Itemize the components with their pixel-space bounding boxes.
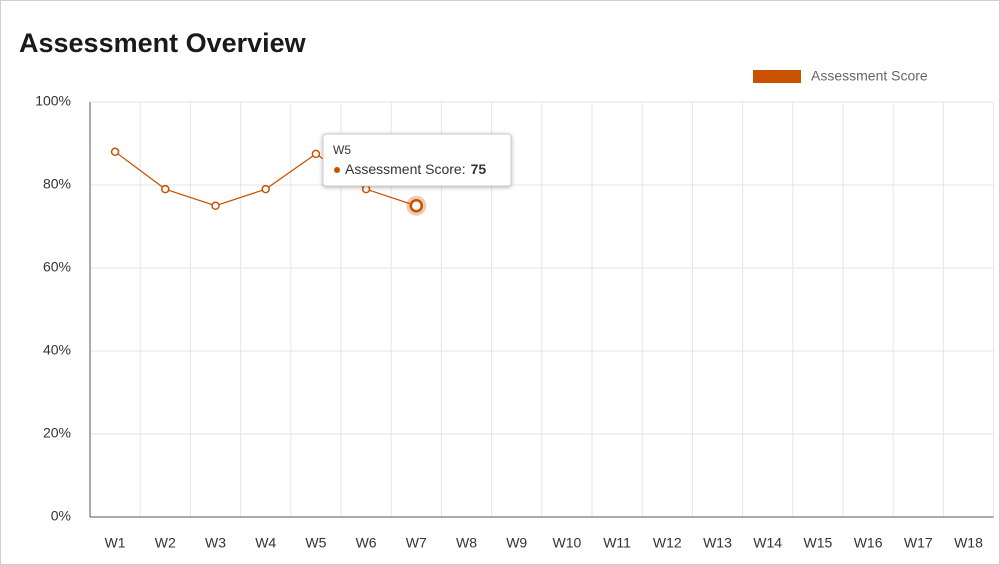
y-tick-label: 80% — [43, 176, 71, 192]
x-tick-label: W1 — [105, 535, 126, 551]
chart-title: Assessment Overview — [19, 28, 307, 58]
tooltip: W5 Assessment Score: 75 — [322, 133, 512, 187]
x-tick-label: W11 — [603, 535, 631, 551]
x-tick-label: W16 — [854, 535, 883, 551]
y-tick-label: 0% — [51, 508, 71, 524]
x-tick-label: W17 — [904, 535, 933, 551]
point — [211, 201, 220, 210]
y-tick-label: 60% — [43, 259, 71, 275]
tooltip-label: Assessment Score: — [345, 161, 466, 177]
point — [261, 184, 270, 194]
point — [311, 149, 321, 159]
tooltip-title: W5 — [333, 143, 351, 157]
y-tick-label: 40% — [43, 342, 71, 358]
point — [409, 199, 424, 213]
x-tick-label: W18 — [954, 535, 983, 551]
tooltip-box — [322, 133, 512, 187]
x-tick-label: W9 — [506, 535, 527, 551]
x-tick-label: W5 — [305, 535, 326, 551]
x-tick-label: W4 — [255, 535, 276, 551]
point — [110, 147, 120, 157]
x-tick-label: W6 — [356, 535, 377, 551]
x-tick-label: W2 — [155, 535, 176, 551]
y-tick-label: 20% — [43, 425, 71, 441]
point — [361, 184, 371, 194]
legend-label: Assessment Score — [811, 68, 928, 84]
x-tick-label: W14 — [753, 535, 782, 551]
x-tick-label: W15 — [804, 535, 833, 551]
tooltip-value: 75 — [471, 161, 487, 177]
y-tick-label: 100% — [35, 93, 71, 109]
x-tick-label: W12 — [653, 535, 682, 551]
x-tick-label: W3 — [205, 535, 226, 551]
x-tick-label: W8 — [456, 535, 477, 551]
x-tick-label: W7 — [406, 535, 427, 551]
tooltip-text: Assessment Score: 75 — [345, 161, 486, 177]
tooltip-dot — [334, 167, 340, 173]
x-tick-label: W13 — [703, 535, 732, 551]
point — [161, 184, 170, 194]
legend-swatch — [753, 70, 801, 83]
x-tick-label: W10 — [553, 535, 582, 551]
